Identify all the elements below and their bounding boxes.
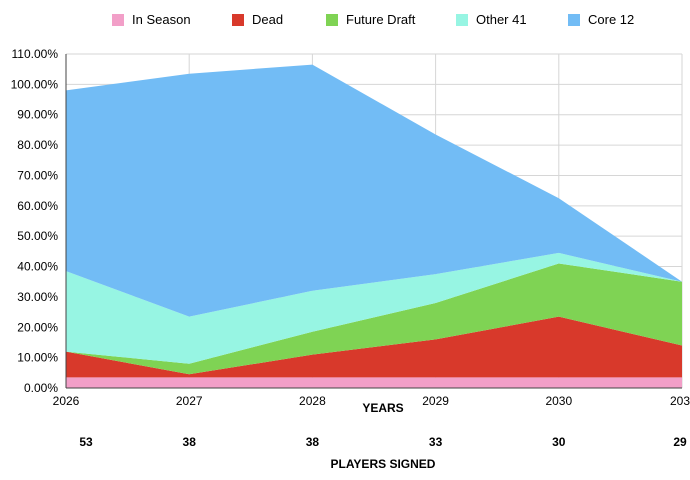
legend-item: Other 41	[456, 12, 527, 27]
x-tick-label: 203	[670, 394, 690, 408]
y-tick-label: 50.00%	[17, 229, 58, 243]
players-signed-count: 38	[183, 435, 197, 449]
y-tick-label: 80.00%	[17, 138, 58, 152]
legend-label: Future Draft	[346, 12, 416, 27]
axis-layer: 0.00% 10.00% 20.00% 30.00% 40.00% 50.00% 60.00…	[11, 47, 690, 408]
x-tick-label: 2027	[176, 394, 203, 408]
area-in-season	[66, 377, 682, 388]
chart-legend: In Season Dead Future Draft Other 41 Core 12	[0, 6, 690, 30]
legend-swatch	[112, 13, 124, 26]
y-tick-label: 90.00%	[17, 108, 58, 122]
legend-item: Core 12	[568, 12, 634, 27]
players-signed-count: 38	[306, 435, 320, 449]
players-signed-title: PLAYERS SIGNED	[331, 457, 436, 471]
y-tick-label: 110.00%	[12, 47, 59, 61]
legend-label: Dead	[252, 12, 284, 27]
y-tick-label: 70.00%	[17, 168, 58, 182]
y-tick-label: 100.00%	[11, 77, 59, 91]
y-tick-label: 0.00%	[24, 381, 58, 395]
area-layer	[66, 64, 682, 388]
legend-item: In Season	[112, 12, 191, 27]
legend-label: Other 41	[476, 12, 527, 27]
x-tick-label: 2028	[299, 394, 326, 408]
players-signed-count: 30	[552, 435, 566, 449]
area-core-12	[66, 64, 682, 317]
x-axis-title: YEARS	[362, 401, 403, 415]
legend-item: Dead	[232, 12, 283, 27]
legend-item: Future Draft	[326, 12, 415, 27]
y-tick-label: 60.00%	[17, 199, 58, 213]
legend-label: In Season	[132, 12, 191, 27]
players-signed-count: 29	[673, 435, 687, 449]
players-signed-count: 33	[429, 435, 443, 449]
area-other-41	[66, 252, 682, 364]
x-tick-label: 2029	[422, 394, 449, 408]
area-future-draft	[66, 263, 682, 375]
legend-label: Core 12	[588, 12, 635, 27]
legend-swatch	[568, 13, 580, 26]
y-tick-label: 20.00%	[17, 320, 58, 334]
y-tick-label: 40.00%	[17, 260, 58, 274]
legend-swatch	[456, 13, 468, 26]
players-signed-count: 53	[79, 435, 93, 449]
x-tick-label: 2030	[545, 394, 572, 408]
x-tick-label: 2026	[53, 394, 80, 408]
y-tick-label: 30.00%	[17, 290, 58, 304]
legend-swatch	[232, 13, 244, 26]
legend-swatch	[326, 13, 338, 26]
players-signed-row: 53 38 38 33 30 29	[79, 435, 687, 449]
y-tick-label: 10.00%	[17, 351, 58, 365]
